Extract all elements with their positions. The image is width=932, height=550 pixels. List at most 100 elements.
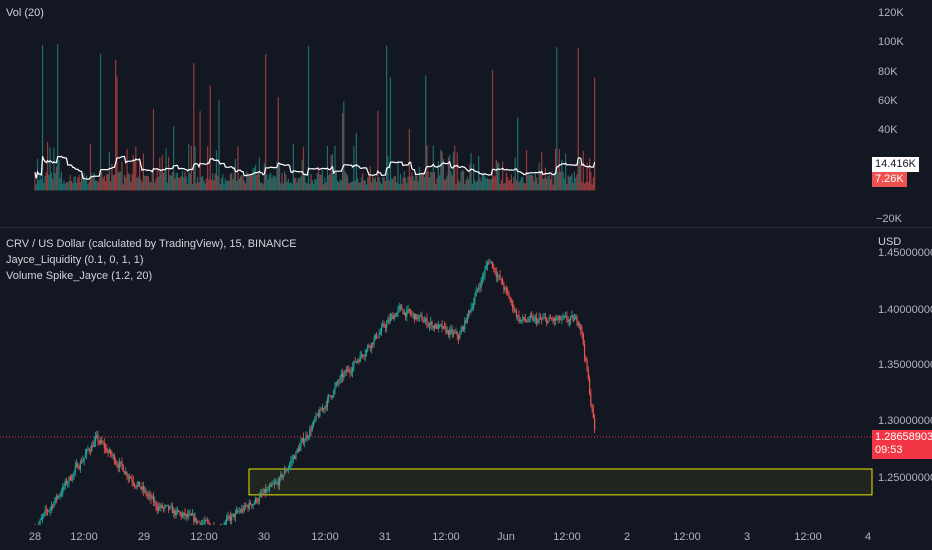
candle-body [388, 319, 390, 322]
candle-body [436, 324, 438, 329]
volume-bar [404, 177, 407, 191]
volume-bar [86, 175, 88, 191]
volume-bar [185, 176, 187, 191]
candle-body [349, 370, 351, 373]
volume-bar [94, 180, 97, 191]
candle-body [591, 403, 593, 409]
candle-body [231, 515, 233, 521]
candle-body [261, 493, 263, 494]
time-axis[interactable]: 28 12:00 29 12:00 30 12:00 31 12:00 Jun … [0, 525, 932, 550]
volume-bar [261, 182, 263, 191]
candle-body [209, 523, 211, 525]
candle-body [543, 317, 545, 319]
candle-body [338, 381, 340, 383]
volume-legend[interactable]: Vol (20) [6, 7, 44, 19]
volume-bar [480, 181, 482, 191]
volume-bar [188, 143, 190, 191]
candle-body [178, 510, 180, 513]
volume-bar [268, 174, 271, 191]
candle-body [121, 461, 123, 465]
candle-body [320, 409, 322, 411]
volume-chart[interactable] [0, 0, 932, 227]
volume-bar [256, 174, 258, 191]
candle-body [445, 326, 447, 333]
volume-bar [352, 181, 354, 191]
candle-body [304, 441, 306, 443]
candle-body [502, 279, 504, 285]
volume-bar [383, 177, 385, 191]
volume-bar [141, 182, 143, 191]
volume-bar [202, 176, 204, 191]
volume-bar [587, 182, 589, 191]
candle-body [372, 342, 374, 345]
volume-bar [447, 157, 450, 191]
volume-bar [118, 171, 121, 191]
candle-body [455, 331, 457, 333]
volume-bar [91, 173, 93, 191]
candle-body [440, 324, 442, 326]
volume-bar [155, 178, 157, 191]
volume-bar [121, 161, 123, 191]
candle-body [496, 276, 499, 278]
indicator-legend-liquidity[interactable]: Jayce_Liquidity (0.1, 0, 1, 1) [6, 254, 144, 266]
last-price-tag: 1.28658903 09:53 [872, 430, 932, 459]
candle-body [355, 361, 358, 363]
volume-bar [265, 54, 267, 191]
volume-bar [489, 179, 491, 191]
candle-body [415, 314, 417, 320]
volume-bar [160, 172, 162, 191]
volume-bar [164, 171, 166, 191]
volume-bar [565, 153, 567, 191]
volume-bar [290, 182, 292, 191]
volume-bar [384, 180, 386, 191]
candle-body [53, 503, 55, 508]
symbol-legend[interactable]: CRV / US Dollar (calculated by TradingVi… [6, 238, 297, 250]
indicator-legend-volume-spike[interactable]: Volume Spike_Jayce (1.2, 20) [6, 270, 153, 282]
volume-pane[interactable]: Vol (20) 120K 100K 80K 60K 40K −20K 14.4… [0, 0, 932, 227]
volume-bar [97, 182, 99, 191]
volume-bar [307, 45, 310, 191]
volume-bar [582, 150, 584, 191]
volume-bar [171, 172, 173, 191]
pane-divider[interactable] [0, 227, 932, 228]
candle-body [265, 488, 267, 493]
volume-bar [98, 178, 100, 191]
volume-bar [407, 176, 409, 191]
candle-body [311, 426, 313, 431]
volume-bar [223, 183, 225, 191]
volume-bar [217, 175, 219, 191]
volume-bar [517, 117, 519, 191]
candle-body [297, 449, 300, 452]
candle-body [316, 414, 318, 416]
volume-bar [413, 180, 415, 191]
candle-body [323, 408, 325, 410]
time-tick: 12:00 [70, 531, 98, 543]
currency-label[interactable]: USD [878, 236, 902, 248]
candle-body [377, 337, 379, 339]
volume-bar [205, 178, 208, 191]
candle-body [52, 505, 54, 508]
volume-bar [329, 173, 331, 191]
volume-bar [191, 184, 194, 191]
candle-body [300, 442, 302, 447]
volume-bar [382, 176, 384, 191]
volume-bar [502, 161, 504, 191]
candle-body [539, 318, 542, 319]
volume-bar [306, 183, 308, 191]
candle-body [370, 342, 373, 349]
candle-body [266, 489, 268, 493]
candle-body [241, 509, 243, 512]
candle-body [420, 315, 422, 316]
candle-body [273, 483, 276, 485]
volume-bar [125, 177, 127, 191]
volume-bar [68, 181, 70, 191]
volume-bar [551, 172, 553, 191]
volume-bar [203, 180, 205, 191]
volume-bar [190, 145, 192, 191]
candle-body [307, 436, 310, 438]
candle-body [149, 494, 151, 496]
candle-body [83, 457, 85, 461]
price-pane[interactable]: CRV / US Dollar (calculated by TradingVi… [0, 228, 932, 525]
price-chart[interactable] [0, 228, 932, 525]
time-tick: 28 [28, 531, 42, 543]
